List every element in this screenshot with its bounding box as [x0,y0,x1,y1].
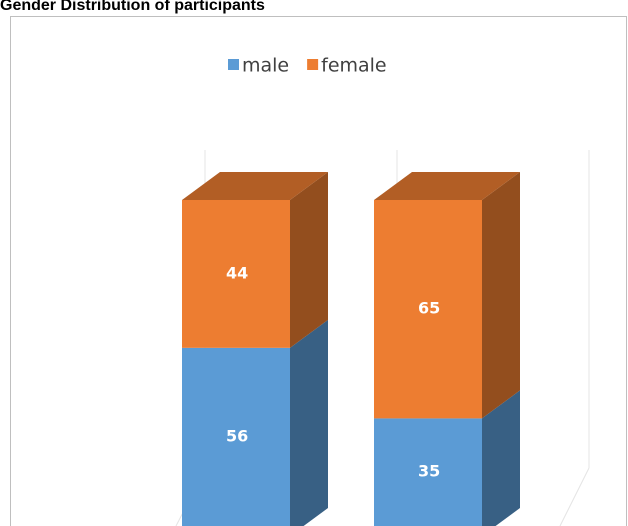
legend-label: female [321,55,387,77]
bar [374,200,482,419]
bar-side [290,319,328,526]
value-label: 65 [418,299,440,318]
bar-top [374,172,520,200]
bar [182,200,290,348]
bar-side [482,172,520,419]
legend-swatch [228,59,239,70]
legend-label: male [242,55,289,77]
bar [182,347,290,526]
bar-side [290,172,328,348]
bar [374,418,482,526]
legend-swatch [307,59,319,70]
floor-line [559,467,590,526]
bar-top [182,172,328,200]
bar-side [482,390,520,526]
value-label: 35 [418,462,440,481]
chart-title: Gender Distribution of participants [0,0,265,14]
value-label: 56 [226,426,248,445]
value-label: 44 [226,263,248,282]
